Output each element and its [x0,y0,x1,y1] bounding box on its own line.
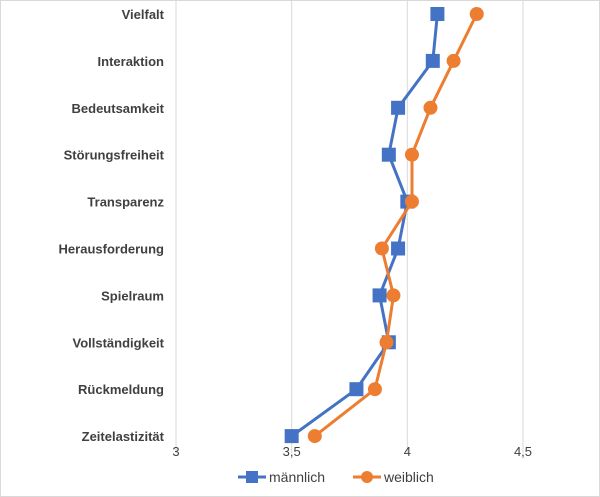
data-point [284,429,299,444]
data-point [349,382,364,397]
x-tick-label: 4,5 [514,444,532,459]
category-label: Rückmeldung [78,382,164,397]
data-point [391,100,406,115]
series-line [290,13,439,438]
legend-label: männlich [269,469,325,485]
data-point [404,194,419,209]
data-point [469,7,484,21]
category-label: Bedeutsamkeit [72,101,165,116]
data-point [430,7,445,21]
grid-lines [175,1,524,453]
x-tick-label: 3,5 [283,444,301,459]
category-label: Interaktion [98,54,165,69]
category-label: Transparenz [87,195,164,210]
category-label: Vollständigkeit [73,335,165,350]
category-label: Herausforderung [59,242,165,257]
category-labels: Vielfalt Interaktion Bedeutsamkeit Störungs… [59,7,165,444]
category-label: Spielraum [101,288,164,303]
legend-marker [246,471,258,483]
data-point [404,147,419,162]
category-label: Störungsfreiheit [64,148,165,163]
category-label: Zeitelastizität [82,429,165,444]
data-point [381,147,396,162]
x-tick-label: 4 [404,444,411,459]
data-point [307,429,322,444]
data-point [425,53,440,68]
legend-marker [361,471,373,483]
data-point [372,288,387,303]
series-layer [284,7,484,444]
data-point [446,53,461,68]
series-line [313,13,479,438]
data-point [423,100,438,115]
legend-label: weiblich [383,469,434,485]
data-point [374,241,389,256]
category-label: Vielfalt [122,7,165,22]
data-point [386,288,401,303]
series-0 [284,7,445,444]
data-point [391,241,406,256]
data-point [379,335,394,350]
x-tick-labels: 3 3,5 4 4,5 [172,444,532,459]
data-point [367,382,382,397]
series-1 [307,7,484,444]
x-tick-label: 3 [172,444,179,459]
legend: männlich weiblich [238,469,434,485]
